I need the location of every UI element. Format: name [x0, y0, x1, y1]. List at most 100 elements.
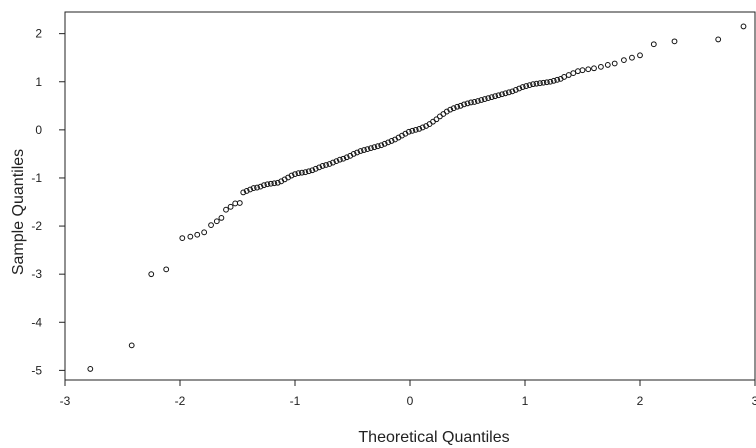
data-point — [295, 170, 302, 177]
data-point — [128, 342, 135, 349]
data-point — [361, 147, 367, 153]
data-point — [326, 161, 333, 167]
data-point — [570, 70, 577, 76]
data-point — [412, 126, 419, 133]
data-point — [611, 60, 618, 67]
data-point — [227, 203, 234, 210]
data-point — [575, 68, 581, 75]
data-point — [509, 88, 516, 95]
data-point — [523, 83, 530, 89]
data-point — [187, 233, 194, 240]
x-tick-label: 1 — [522, 394, 529, 408]
y-tick-label: -4 — [31, 315, 42, 329]
data-point — [213, 218, 220, 225]
data-point — [550, 77, 557, 84]
data-point — [201, 229, 208, 236]
data-point — [236, 200, 243, 206]
data-point — [368, 145, 374, 152]
data-point — [243, 188, 250, 194]
data-point — [537, 80, 543, 87]
data-point — [194, 231, 201, 238]
data-point — [388, 138, 395, 144]
data-point — [495, 92, 502, 99]
data-point — [378, 142, 385, 149]
data-point — [232, 200, 239, 207]
data-point — [302, 169, 309, 176]
data-point — [333, 158, 340, 165]
data-point — [516, 85, 523, 92]
data-point — [336, 156, 343, 163]
data-point — [468, 99, 474, 106]
data-point — [305, 168, 312, 175]
data-point — [506, 89, 512, 96]
data-point — [591, 65, 597, 72]
data-point — [650, 41, 657, 48]
data-point — [354, 149, 361, 156]
x-tick-label: -2 — [175, 394, 186, 408]
data-point — [512, 87, 519, 93]
data-point — [350, 151, 357, 157]
data-point — [637, 52, 643, 59]
data-point — [208, 222, 214, 229]
data-point — [312, 165, 319, 172]
data-point — [554, 76, 561, 83]
data-points — [87, 23, 747, 372]
x-axis-title: Theoretical Quantiles — [358, 429, 509, 446]
data-point — [254, 184, 260, 191]
y-tick-label: -5 — [31, 363, 42, 377]
data-point — [492, 93, 499, 100]
data-point — [261, 182, 267, 189]
data-point — [218, 214, 225, 221]
data-point — [447, 106, 454, 113]
x-tick-label: 2 — [637, 394, 644, 408]
data-point — [433, 116, 440, 123]
data-point — [457, 102, 464, 109]
data-point — [715, 36, 722, 43]
y-axis-title: Sample Quantiles — [10, 149, 27, 275]
data-point — [454, 103, 461, 110]
data-point — [565, 72, 572, 78]
data-point — [343, 154, 350, 161]
data-point — [274, 179, 281, 186]
data-point — [316, 164, 323, 171]
data-point — [519, 84, 526, 90]
data-point — [240, 189, 247, 196]
data-point — [450, 105, 457, 112]
data-point — [499, 91, 505, 98]
data-point — [604, 62, 611, 68]
data-point — [385, 139, 392, 146]
data-point — [247, 186, 254, 193]
data-point — [179, 235, 186, 241]
data-point — [357, 148, 364, 154]
y-tick-label: -3 — [31, 267, 42, 281]
data-point — [271, 180, 278, 187]
data-point — [364, 146, 371, 152]
data-point — [543, 79, 550, 86]
data-point — [148, 271, 155, 278]
x-tick-label: 3 — [752, 394, 756, 408]
data-point — [474, 98, 481, 104]
data-point — [547, 78, 554, 85]
data-point — [288, 172, 295, 179]
data-point — [223, 206, 229, 213]
data-point — [340, 155, 347, 162]
y-axis: -5 -4 -3 -2 -1 0 1 2 — [31, 27, 65, 377]
data-point — [481, 96, 488, 102]
data-point — [485, 95, 492, 102]
data-point — [478, 97, 485, 103]
data-point — [598, 63, 604, 70]
data-point — [405, 128, 412, 135]
data-point — [629, 54, 635, 61]
data-point — [471, 99, 478, 105]
data-point — [461, 101, 467, 108]
data-point — [464, 100, 471, 107]
data-point — [257, 183, 264, 190]
data-point — [163, 266, 170, 273]
data-point — [579, 67, 586, 74]
data-point — [330, 159, 336, 166]
data-point — [419, 124, 426, 131]
x-tick-label: -3 — [60, 394, 71, 408]
data-point — [292, 171, 298, 178]
data-point — [671, 38, 678, 45]
